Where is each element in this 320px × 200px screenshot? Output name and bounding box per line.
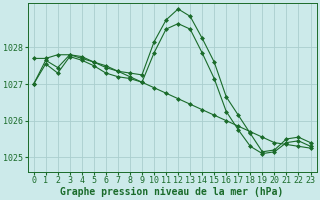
X-axis label: Graphe pression niveau de la mer (hPa): Graphe pression niveau de la mer (hPa) <box>60 186 284 197</box>
